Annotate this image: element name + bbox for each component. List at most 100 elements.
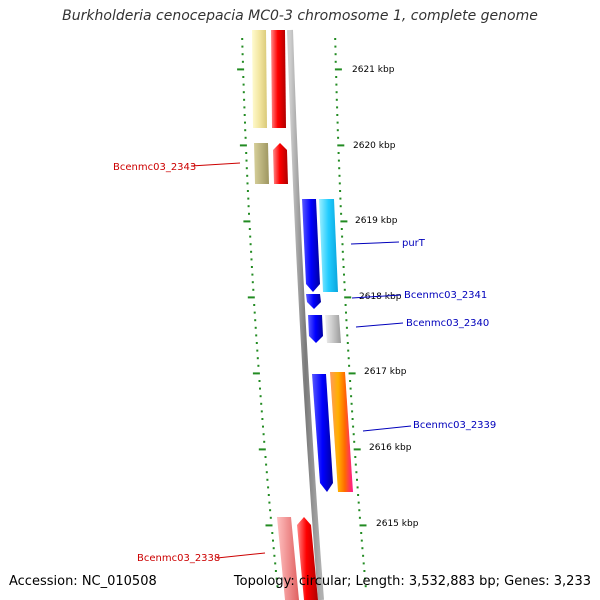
left-track-major-tick (258, 448, 266, 451)
scale-minor-tick (345, 326, 348, 329)
scale-minor-tick (341, 250, 344, 253)
scale-label-2616: 2616 kbp (369, 443, 412, 453)
left-track-minor-tick (271, 532, 274, 534)
left-track-minor-tick (256, 349, 259, 352)
left-track-minor-tick (242, 83, 245, 86)
scale-label-2621: 2621 kbp (352, 65, 395, 75)
gene-bcenmc03-2340[interactable] (308, 315, 323, 343)
scale-major-tick (344, 296, 352, 299)
left-track-major-tick (239, 144, 247, 147)
gene-purt[interactable] (302, 199, 320, 292)
scale-minor-tick (339, 205, 342, 208)
scale-major-tick (334, 68, 342, 71)
left-track-minor-tick (272, 539, 274, 542)
left-track-major-tick (237, 68, 245, 71)
scale-minor-tick (353, 440, 356, 443)
left-track-minor-tick (253, 311, 256, 314)
scale-minor-tick (356, 478, 358, 481)
left-track-minor-tick (245, 159, 248, 162)
gene-bcenmc03-2343-olive[interactable] (254, 143, 269, 184)
scale-minor-tick (349, 380, 352, 382)
scale-minor-tick (338, 182, 341, 185)
chromosome-backbone (287, 29, 324, 600)
scale-minor-tick (358, 516, 361, 519)
scale-minor-tick (341, 243, 344, 246)
scale-minor-tick (354, 463, 357, 466)
left-track-minor-tick (241, 60, 244, 63)
left-track-minor-tick (273, 554, 276, 557)
gene-label-bcenmc03-2341[interactable]: Bcenmc03_2341 (404, 290, 487, 301)
scale-major-tick (348, 372, 356, 375)
scale-minor-tick (334, 60, 337, 63)
left-track-minor-tick (260, 410, 263, 413)
left-track-minor-tick (242, 76, 245, 78)
left-track-major-tick (265, 524, 273, 527)
left-track-minor-tick (262, 433, 265, 436)
gene-bcenmc03-2339-multi[interactable] (330, 372, 353, 492)
scale-minor-tick (334, 45, 337, 48)
left-track-minor-tick (244, 136, 247, 139)
scale-minor-tick (335, 83, 338, 86)
scale-major-tick (337, 144, 345, 147)
accession-text: Accession: NC_010508 (9, 574, 157, 589)
scale-minor-tick (343, 281, 346, 284)
left-track-minor-tick (251, 281, 254, 284)
left-track-minor-tick (259, 387, 261, 390)
left-track-minor-tick (258, 380, 261, 382)
left-track-minor-tick (251, 273, 254, 276)
scale-minor-tick (335, 91, 338, 94)
leader-bcenmc03-2340 (355, 322, 404, 328)
left-track-minor-tick (274, 562, 277, 565)
gene-gray[interactable] (325, 315, 341, 343)
scale-label-2617: 2617 kbp (364, 367, 407, 377)
gene-pink-bottom[interactable] (277, 517, 299, 600)
left-track-minor-tick (269, 516, 272, 519)
gene-bcenmc03-2343[interactable] (273, 143, 288, 184)
scale-minor-tick (338, 167, 341, 170)
scale-minor-tick (361, 547, 364, 550)
left-track-minor-tick (261, 418, 264, 420)
leader-bcenmc03-2338 (216, 552, 266, 559)
left-tick-track (237, 38, 279, 588)
gene-bcenmc03-2339[interactable] (312, 374, 333, 492)
scale-label-2618: 2618 kbp (359, 292, 402, 302)
gene-cyan[interactable] (319, 199, 338, 292)
gene-label-bcenmc03-2343[interactable]: Bcenmc03_2343 (113, 162, 196, 173)
left-track-minor-tick (241, 45, 244, 48)
left-track-minor-tick (272, 547, 275, 550)
scale-minor-tick (346, 334, 349, 337)
scale-minor-tick (337, 159, 340, 162)
scale-minor-tick (362, 554, 365, 557)
gene-bcenmc03-2341[interactable] (306, 294, 321, 309)
left-track-minor-tick (269, 509, 272, 512)
left-track-minor-tick (276, 585, 279, 588)
gene-label-bcenmc03-2340[interactable]: Bcenmc03_2340 (406, 318, 489, 329)
left-track-minor-tick (250, 258, 253, 261)
gene-yellow-top[interactable] (252, 30, 267, 128)
left-track-minor-tick (267, 494, 270, 496)
scale-major-tick (353, 448, 361, 451)
scale-minor-tick (336, 106, 339, 109)
gene-label-purt[interactable]: purT (402, 238, 426, 249)
scale-minor-tick (336, 129, 339, 132)
left-track-minor-tick (249, 243, 252, 246)
map-title: Burkholderia cenocepacia MC0-3 chromosom… (62, 8, 538, 24)
scale-minor-tick (335, 98, 338, 101)
leader-bcenmc03-2341 (351, 294, 402, 299)
left-track-minor-tick (263, 440, 266, 443)
gene-bcenmc03-2338[interactable] (297, 517, 318, 600)
scale-minor-tick (345, 311, 347, 314)
scale-minor-tick (363, 570, 366, 572)
left-track-minor-tick (245, 167, 248, 170)
right-tick-track (334, 38, 367, 588)
left-track-minor-tick (262, 425, 264, 428)
summary-text: Topology: circular; Length: 3,532,883 bp… (233, 574, 591, 589)
scale-minor-tick (357, 494, 360, 496)
left-track-major-tick (243, 220, 251, 223)
gene-red-top[interactable] (271, 30, 286, 128)
scale-minor-tick (340, 228, 343, 230)
scale-minor-tick (339, 190, 342, 192)
gene-label-bcenmc03-2338[interactable]: Bcenmc03_2338 (137, 553, 220, 564)
left-track-minor-tick (245, 152, 248, 154)
gene-label-bcenmc03-2339[interactable]: Bcenmc03_2339 (413, 420, 496, 431)
